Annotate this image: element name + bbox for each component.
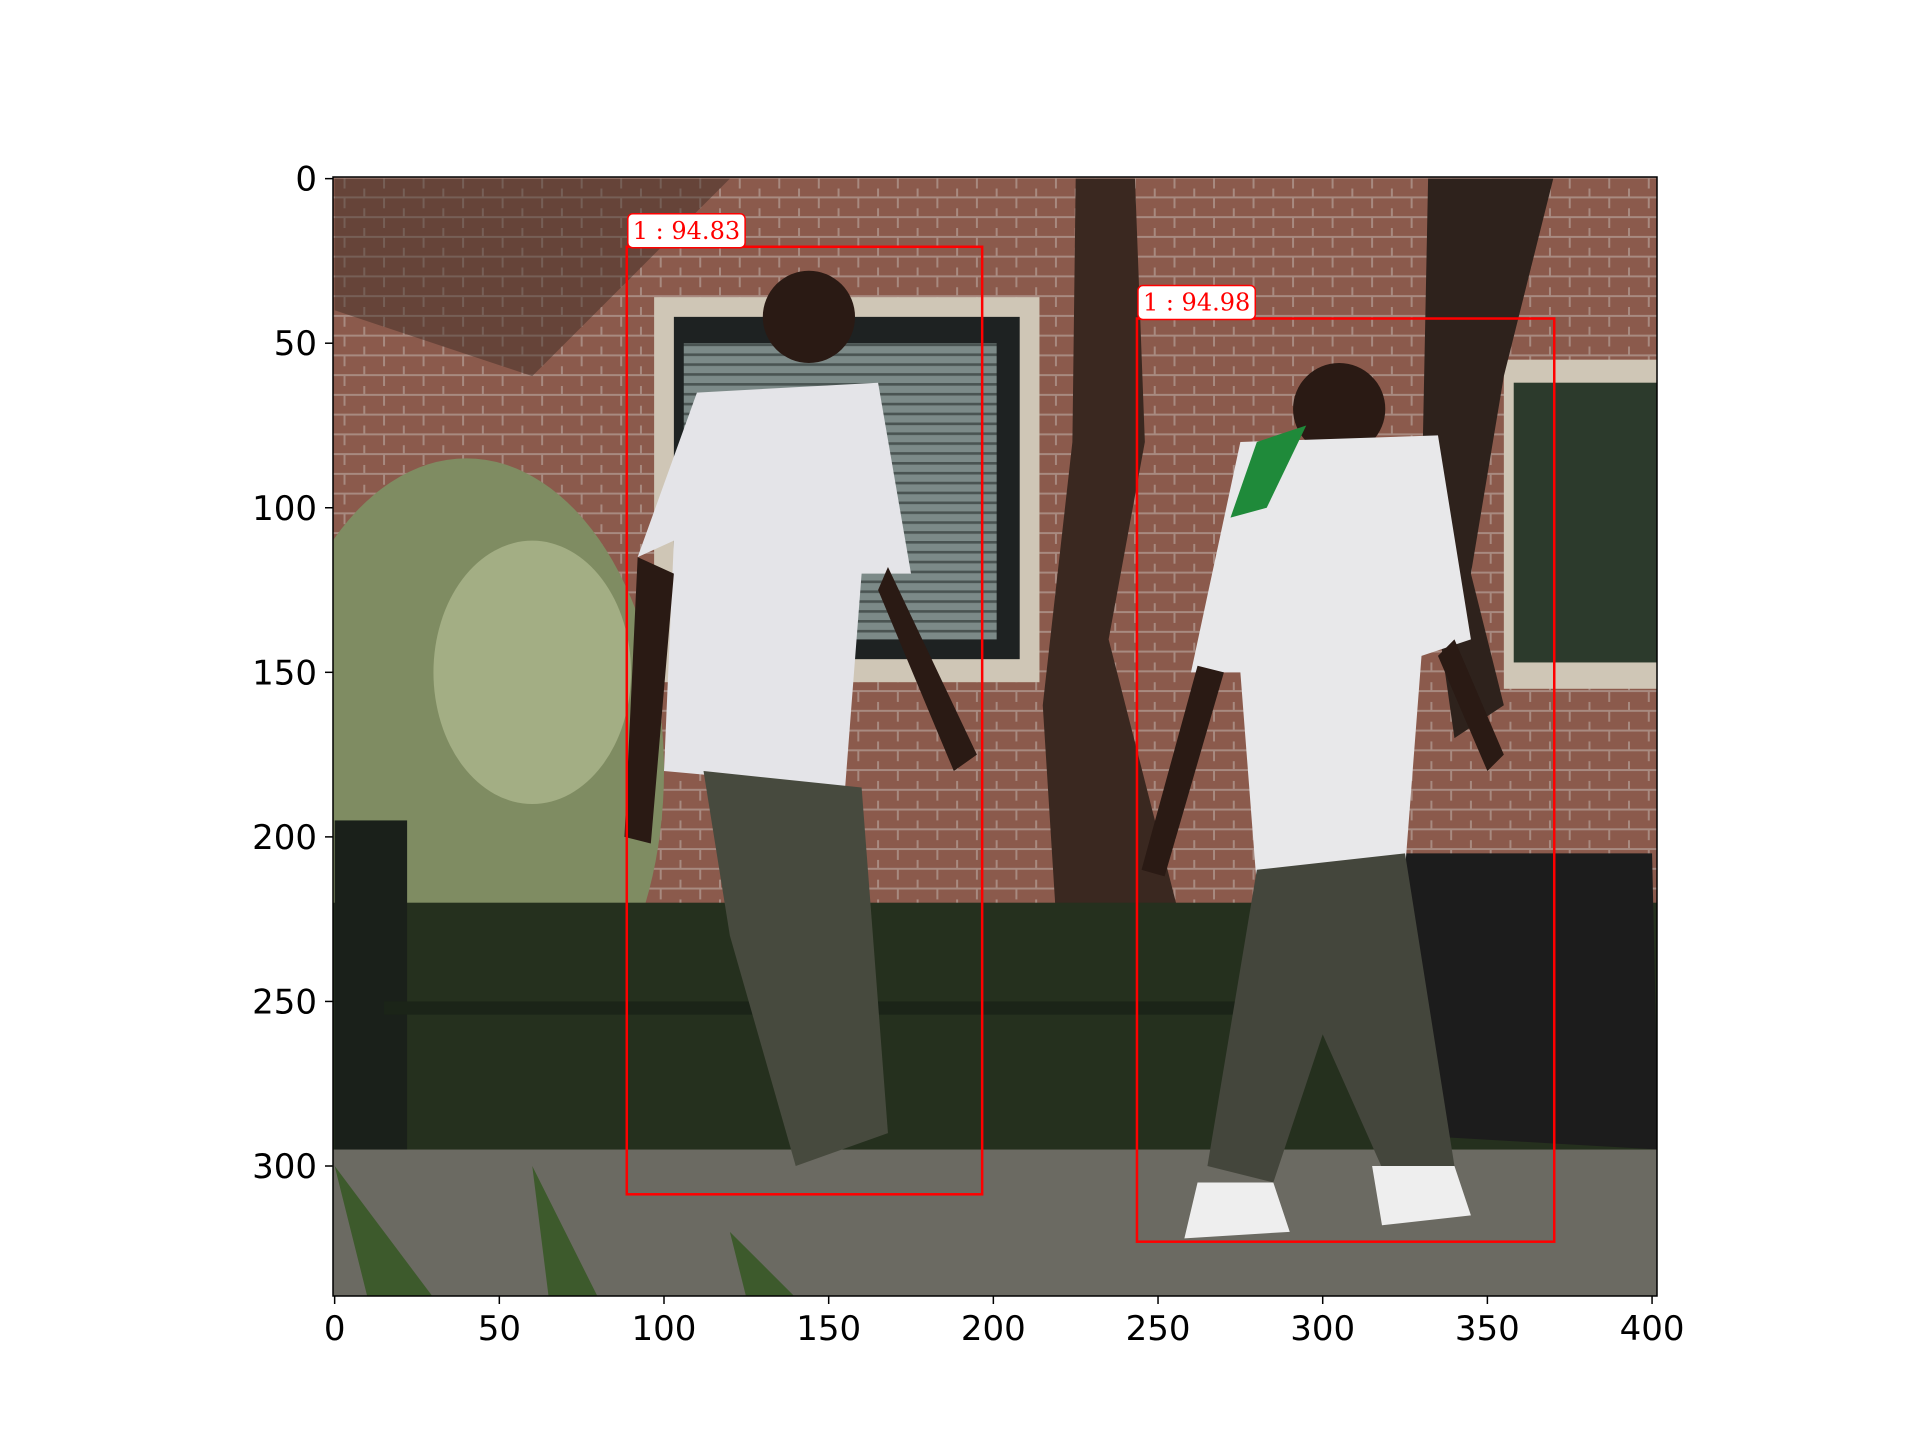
bounding-box bbox=[625, 245, 984, 1196]
y-tick-label: 150 bbox=[252, 653, 317, 693]
y-tick-label: 250 bbox=[252, 982, 317, 1022]
x-tick-label: 100 bbox=[632, 1309, 697, 1349]
box-label-background bbox=[627, 213, 746, 249]
x-tick-label: 350 bbox=[1455, 1309, 1520, 1349]
x-tick-label: 200 bbox=[961, 1309, 1026, 1349]
x-tick-label: 50 bbox=[478, 1309, 521, 1349]
box-label-background bbox=[1137, 284, 1257, 321]
x-tick-label: 250 bbox=[1126, 1309, 1191, 1349]
y-tick-label: 0 bbox=[295, 160, 317, 200]
box-label: 1 : 94.98 bbox=[1143, 289, 1250, 317]
y-tick-label: 200 bbox=[252, 818, 317, 858]
axes-frame bbox=[332, 176, 1658, 1297]
bounding-box bbox=[1135, 317, 1556, 1243]
y-tick-label: 300 bbox=[252, 1147, 317, 1187]
x-tick-label: 400 bbox=[1620, 1309, 1685, 1349]
y-tick-label: 100 bbox=[252, 489, 317, 529]
photo bbox=[333, 177, 1657, 1296]
y-tick-label: 50 bbox=[274, 324, 317, 364]
x-tick-label: 0 bbox=[324, 1309, 346, 1349]
x-tick-label: 150 bbox=[796, 1309, 861, 1349]
x-tick-label: 300 bbox=[1290, 1309, 1355, 1349]
box-label: 1 : 94.83 bbox=[633, 217, 740, 245]
